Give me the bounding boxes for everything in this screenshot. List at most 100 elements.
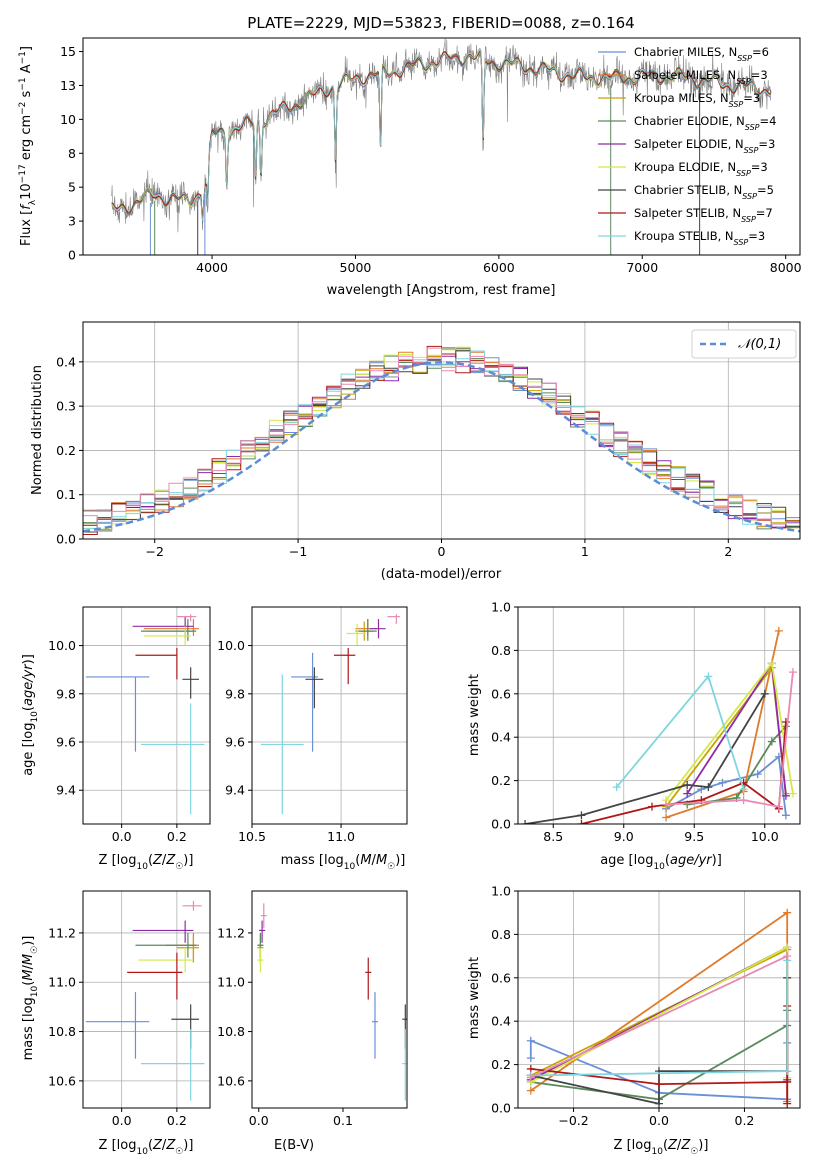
mass-vs-ebv-xtick-label: 0.0 — [249, 1113, 269, 1128]
spectrum-title: PLATE=2229, MJD=53823, FIBERID=0088, z=0… — [247, 14, 634, 32]
massweight-vs-Z-point-marker — [655, 1099, 663, 1108]
spectrum-ytick-label: 0 — [68, 248, 76, 263]
spectrum-legend-subscript: SSP — [744, 146, 759, 155]
massweight-vs-age-point-marker — [521, 820, 530, 824]
massweight-vs-age-ytick-label: 1.0 — [491, 600, 511, 615]
massweight-vs-Z-point-marker — [526, 1073, 535, 1082]
mass-vs-ebv-frame — [251, 890, 408, 1109]
massweight-vs-age-point-marker — [704, 672, 713, 681]
spectrum-ytick-label: 5 — [68, 180, 76, 195]
massweight-vs-Z-point-marker — [655, 1080, 663, 1089]
spectrum-legend-subscript: SSP — [736, 77, 751, 86]
massweight-vs-age-point-marker — [704, 783, 713, 792]
massweight-vs-age-xlabel: age [log10(age/yr)] — [600, 853, 722, 872]
massweight-vs-age-point-marker — [774, 802, 783, 811]
spectrum-frame — [82, 37, 801, 256]
massweight-vs-age-frame — [517, 606, 801, 825]
massweight-vs-age-point-marker — [760, 689, 769, 698]
massweight-vs-age-point-marker — [739, 796, 748, 805]
massweight-vs-Z-point-marker — [526, 1036, 535, 1045]
residuals-plot-area: −2 −1 0 1 2 0.0 0.1 0.2 0.3 0.4 — [56, 321, 801, 559]
age-vs-mass-ytick-label: 9.8 — [225, 686, 245, 701]
age-vs-mass-ytick-label: 9.4 — [225, 783, 245, 798]
mass-vs-ebv-plot-area: 0.0 0.1 10.6 10.8 11.0 11.2 — [217, 890, 408, 1128]
spectrum-ytick-label: 3 — [68, 214, 76, 229]
residuals-xtick-label: 2 — [724, 544, 732, 559]
mass-vs-Z-ylabel: mass [log10(M/M☉)] — [21, 936, 40, 1061]
spectrum-legend-label: Kroupa STELIB, NSSP=3 — [634, 229, 765, 247]
mass-vs-ebv-xtick-label: 0.1 — [333, 1113, 353, 1128]
age-vs-Z-ytick-label: 10.0 — [48, 638, 76, 653]
massweight-vs-age-ylabel: mass weight — [467, 674, 482, 756]
spectrum-legend: Chabrier MILES, NSSP=6 Salpeter MILES, NS… — [598, 45, 776, 247]
spectrum-legend-label: Chabrier MILES, NSSP=6 — [634, 45, 769, 63]
massweight-vs-age-point-marker — [781, 811, 790, 820]
residuals-ylabel: Normed distribution — [30, 365, 45, 495]
massweight-vs-Z-marks — [526, 908, 792, 1108]
massweight-vs-Z-xtick-label: 0.0 — [649, 1113, 669, 1128]
spectrum-xlabel: wavelength [Angstrom, rest frame] — [327, 283, 556, 298]
residuals-xtick-label: 1 — [581, 544, 589, 559]
residuals-legend-label: 𝒩(0,1) — [738, 337, 781, 352]
massweight-vs-age-xtick-label: 10.0 — [751, 829, 779, 844]
spectrum-ytick-label: 8 — [68, 146, 76, 161]
residuals-ytick-label: 0.1 — [56, 487, 76, 502]
spectrum-xtick-label: 4000 — [196, 260, 228, 275]
massweight-vs-age-point-marker — [662, 813, 671, 822]
residuals-histogram — [83, 347, 800, 532]
residuals-legend-box — [691, 329, 797, 359]
age-vs-mass-marks — [260, 614, 400, 815]
age-vs-Z-xlabel: Z [log10(Z/Z☉)] — [99, 853, 194, 872]
residuals-xtick-label: −2 — [145, 544, 163, 559]
age-vs-mass-ytick-label: 9.6 — [225, 735, 245, 750]
massweight-vs-Z-ytick-label: 0.6 — [491, 970, 511, 985]
massweight-vs-age-ytick-label: 0.0 — [491, 817, 511, 832]
massweight-vs-age-point-marker — [577, 820, 586, 824]
age-vs-mass-ytick-label: 10.0 — [217, 638, 245, 653]
spectrum-legend-label: Chabrier STELIB, NSSP=5 — [634, 183, 774, 201]
mass-vs-ebv-marks — [257, 903, 407, 1101]
residuals-marks — [83, 345, 800, 535]
massweight-vs-age-point-marker — [718, 778, 727, 787]
spectrum-legend-subscript: SSP — [736, 169, 751, 178]
age-vs-mass-panel: 10.5 11.0 9.4 9.6 9.8 10.0 mass [log10(M/M☉)] — [217, 606, 408, 872]
mass-vs-Z-ytick-label: 10.6 — [48, 1073, 76, 1088]
massweight-vs-Z-point-marker — [783, 952, 792, 961]
massweight-vs-age-panel: 8.5 9.0 9.5 10.0 0.0 0.2 0.4 0.6 0.8 1.0 age [log… — [467, 600, 801, 872]
residuals-xlabel: (data-model)/error — [381, 567, 502, 582]
residuals-ytick-label: 0.0 — [56, 532, 76, 547]
spectrum-ytick-label: 15 — [60, 44, 76, 59]
mass-vs-Z-marks — [85, 900, 205, 1101]
spectrum-legend-subscript: SSP — [737, 54, 752, 63]
massweight-vs-age-point-marker — [612, 783, 621, 792]
mass-vs-ebv-xlabel: E(B-V) — [274, 1138, 314, 1153]
spectrum-ytick-label: 13 — [60, 78, 76, 93]
massweight-vs-Z-xtick-label: 0.2 — [735, 1113, 755, 1128]
massweight-vs-age-point-marker — [662, 800, 671, 809]
massweight-vs-age-point-marker — [683, 780, 692, 789]
spectrum-legend-label: Chabrier ELODIE, NSSP=4 — [634, 114, 776, 132]
spectrum-legend-subscript: SSP — [742, 192, 757, 201]
spectrum-legend-subscript: SSP — [741, 215, 756, 224]
age-vs-Z-xtick-label: 0.2 — [167, 829, 187, 844]
massweight-vs-Z-xtick-label: −0.2 — [558, 1113, 588, 1128]
massweight-vs-age-point-marker — [753, 770, 762, 779]
massweight-vs-Z-ytick-label: 0.2 — [491, 1057, 511, 1072]
mass-vs-ebv-ytick-label: 10.6 — [217, 1073, 245, 1088]
massweight-vs-age-point-marker — [767, 659, 776, 668]
mass-vs-Z-ytick-label: 10.8 — [48, 1024, 76, 1039]
mass-vs-ebv-ytick-label: 10.8 — [217, 1024, 245, 1039]
massweight-vs-age-xtick-label: 9.5 — [684, 829, 704, 844]
massweight-vs-age-point-marker — [788, 668, 797, 677]
spectrum-ytick-label: 10 — [60, 112, 76, 127]
massweight-vs-Z-panel: −0.2 0.0 0.2 0.0 0.2 0.4 0.6 0.8 1.0 Z [log10(Z/… — [467, 884, 801, 1157]
massweight-vs-age-ytick-label: 0.4 — [491, 730, 511, 745]
spectrum-legend-subscript: SSP — [729, 100, 744, 109]
mass-vs-Z-frame — [82, 890, 211, 1109]
massweight-vs-age-series-line — [666, 672, 794, 808]
massweight-vs-Z-point-marker — [526, 1086, 535, 1095]
age-vs-Z-ytick-label: 9.4 — [56, 783, 76, 798]
massweight-vs-Z-point-marker — [783, 1099, 792, 1108]
residuals-xtick-label: −1 — [289, 544, 307, 559]
